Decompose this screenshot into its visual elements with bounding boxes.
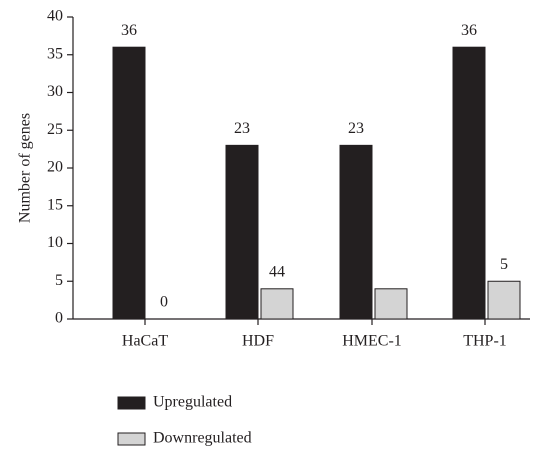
data-label: 36	[461, 22, 477, 39]
bar	[112, 46, 146, 320]
y-tick-label: 25	[47, 121, 63, 138]
bar	[374, 288, 408, 320]
legend-swatch	[117, 432, 146, 446]
x-tick-label: HMEC-1	[342, 333, 402, 350]
data-label: 23	[348, 120, 364, 137]
legend-swatch	[117, 396, 146, 410]
bar	[225, 144, 259, 320]
x-tick-label: HDF	[242, 333, 274, 350]
legend-label: Upregulated	[153, 394, 232, 411]
x-tick-label: HaCaT	[122, 333, 168, 350]
y-tick-label: 20	[47, 159, 63, 176]
y-tick-label: 5	[55, 272, 63, 289]
y-tick-label: 30	[47, 83, 63, 100]
y-tick-label: 10	[47, 234, 63, 251]
y-tick-label: 15	[47, 196, 63, 213]
y-tick-label: 35	[47, 45, 63, 62]
data-label: 5	[500, 256, 508, 273]
data-label: 36	[121, 22, 137, 39]
y-tick-label: 40	[47, 8, 63, 25]
data-label: 23	[234, 120, 250, 137]
data-label: 0	[160, 294, 168, 311]
y-axis-label: Number of genes	[17, 113, 34, 223]
bar	[260, 288, 294, 320]
bar	[487, 280, 521, 320]
legend-label: Downregulated	[153, 430, 252, 447]
bar	[452, 46, 486, 320]
data-label: 44	[269, 263, 285, 280]
x-tick-label: THP-1	[463, 333, 507, 350]
y-tick-label: 0	[55, 310, 63, 327]
bar	[339, 144, 373, 320]
